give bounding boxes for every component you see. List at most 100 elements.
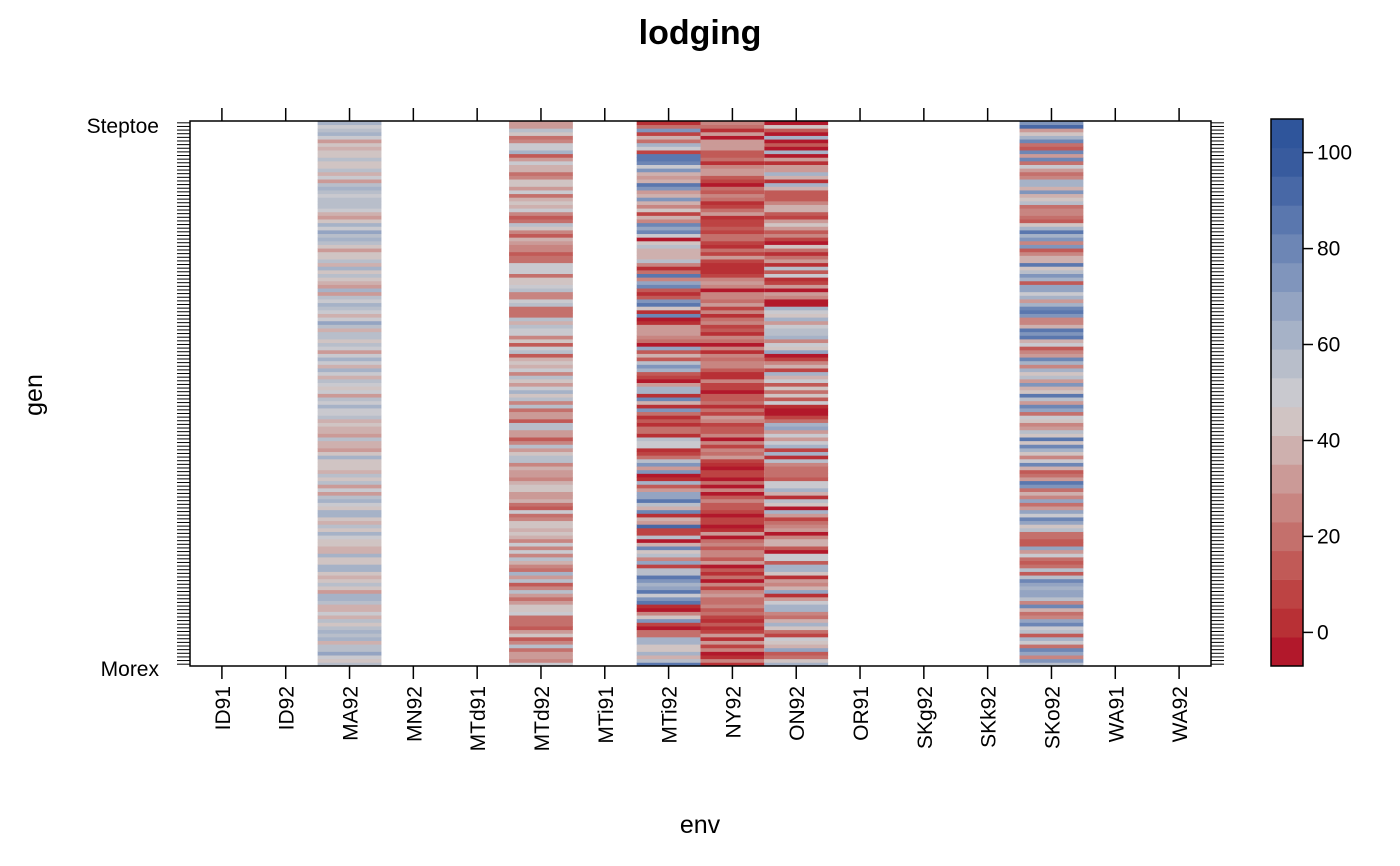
heatmap-cell bbox=[317, 458, 382, 463]
heatmap-cell bbox=[636, 615, 701, 620]
heatmap-cell bbox=[636, 204, 701, 209]
heatmap-cell bbox=[636, 251, 701, 256]
heatmap-cell bbox=[636, 415, 701, 420]
heatmap-cell bbox=[509, 240, 573, 245]
heatmap-cell bbox=[700, 313, 765, 318]
heatmap-cell bbox=[764, 230, 829, 235]
heatmap-cell bbox=[700, 240, 765, 245]
heatmap-cell bbox=[1019, 386, 1084, 391]
heatmap-cell bbox=[764, 389, 829, 394]
heatmap-cell bbox=[700, 546, 765, 551]
heatmap-cell bbox=[1019, 567, 1084, 572]
heatmap-cell bbox=[700, 320, 765, 325]
heatmap-cell bbox=[509, 219, 573, 224]
heatmap-cell bbox=[764, 644, 829, 649]
heatmap-cell bbox=[764, 411, 829, 416]
heatmap-cell bbox=[509, 349, 573, 354]
heatmap-cell bbox=[1019, 502, 1084, 507]
heatmap-cell bbox=[764, 495, 829, 500]
heatmap-cell bbox=[317, 244, 382, 249]
heatmap-cell bbox=[1019, 266, 1084, 271]
heatmap-cell bbox=[1019, 262, 1084, 267]
heatmap-cell bbox=[700, 288, 765, 293]
heatmap-cell bbox=[1019, 309, 1084, 314]
heatmap-cell bbox=[509, 582, 573, 587]
heatmap-cell bbox=[764, 171, 829, 176]
heatmap-cell bbox=[764, 360, 829, 365]
x-tick-label: WA92 bbox=[1169, 686, 1192, 742]
heatmap-cell bbox=[636, 146, 701, 151]
heatmap-cell bbox=[509, 273, 573, 278]
heatmap-cell bbox=[317, 477, 382, 482]
heatmap-cell bbox=[764, 531, 829, 536]
heatmap-cell bbox=[1019, 531, 1084, 536]
heatmap-cell bbox=[317, 418, 382, 423]
heatmap-cell bbox=[636, 346, 701, 351]
heatmap-cell bbox=[1019, 658, 1084, 663]
heatmap-cell bbox=[700, 389, 765, 394]
heatmap-cell bbox=[636, 168, 701, 173]
heatmap-cell bbox=[509, 313, 573, 318]
heatmap-cell bbox=[317, 575, 382, 580]
heatmap-cell bbox=[764, 157, 829, 162]
heatmap-cell bbox=[764, 636, 829, 641]
heatmap-cell bbox=[509, 248, 573, 253]
heatmap-cell bbox=[317, 549, 382, 554]
heatmap-cell bbox=[509, 604, 573, 609]
heatmap-cell bbox=[700, 200, 765, 205]
heatmap-cell bbox=[317, 142, 382, 147]
heatmap-cell bbox=[317, 455, 382, 460]
heatmap-cell bbox=[700, 484, 765, 489]
heatmap-cell bbox=[764, 135, 829, 140]
heatmap-cell bbox=[700, 495, 765, 500]
heatmap-cell bbox=[317, 251, 382, 256]
heatmap-cell bbox=[317, 186, 382, 191]
heatmap-cell bbox=[509, 146, 573, 151]
heatmap-cell bbox=[636, 240, 701, 245]
colorbar-segment bbox=[1271, 147, 1303, 177]
heatmap-cell bbox=[509, 244, 573, 249]
heatmap-cell bbox=[317, 248, 382, 253]
heatmap-cell bbox=[1019, 215, 1084, 220]
heatmap-cell bbox=[509, 462, 573, 467]
heatmap-cell bbox=[764, 604, 829, 609]
heatmap-cell bbox=[636, 400, 701, 405]
heatmap-cell bbox=[700, 542, 765, 547]
heatmap-cell bbox=[636, 324, 701, 329]
heatmap-cell bbox=[636, 451, 701, 456]
heatmap-cell bbox=[317, 164, 382, 169]
heatmap-cell bbox=[700, 222, 765, 227]
heatmap-cell bbox=[636, 368, 701, 373]
heatmap-cell bbox=[764, 353, 829, 358]
heatmap-cell bbox=[317, 389, 382, 394]
heatmap-cell bbox=[764, 168, 829, 173]
heatmap-cell bbox=[509, 357, 573, 362]
heatmap-cell bbox=[700, 291, 765, 296]
heatmap-cell bbox=[509, 153, 573, 158]
heatmap-cell bbox=[636, 618, 701, 623]
heatmap-cell bbox=[1019, 135, 1084, 140]
heatmap-cell bbox=[636, 448, 701, 453]
heatmap-cell bbox=[509, 353, 573, 358]
heatmap-cell bbox=[700, 622, 765, 627]
x-tick-label: ID92 bbox=[276, 686, 299, 730]
heatmap-cell bbox=[764, 160, 829, 165]
heatmap-cell bbox=[636, 230, 701, 235]
heatmap-cell bbox=[509, 295, 573, 300]
heatmap-cell bbox=[764, 320, 829, 325]
heatmap-cell bbox=[764, 615, 829, 620]
heatmap-cell bbox=[509, 342, 573, 347]
heatmap-cell bbox=[317, 531, 382, 536]
heatmap-cell bbox=[764, 626, 829, 631]
heatmap-cell bbox=[636, 299, 701, 304]
x-tick-label: SKg92 bbox=[914, 686, 937, 749]
heatmap-cell bbox=[700, 150, 765, 155]
heatmap-cell bbox=[764, 524, 829, 529]
heatmap-cell bbox=[509, 393, 573, 398]
heatmap-cell bbox=[317, 240, 382, 245]
heatmap-cell bbox=[317, 448, 382, 453]
heatmap-cell bbox=[636, 582, 701, 587]
heatmap-cell bbox=[1019, 586, 1084, 591]
heatmap-cell bbox=[636, 313, 701, 318]
heatmap-cell bbox=[317, 622, 382, 627]
